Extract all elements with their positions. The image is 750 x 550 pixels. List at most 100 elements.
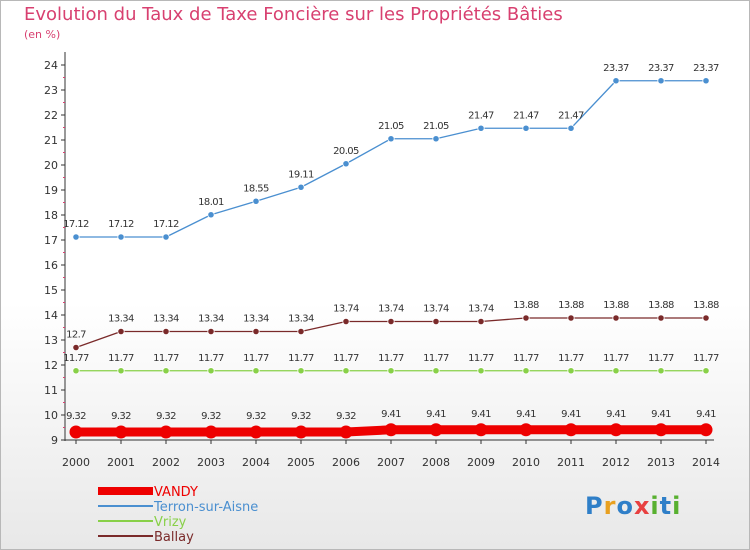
data-label: 11.77	[468, 353, 494, 364]
data-label: 9.41	[651, 409, 671, 420]
data-label: 11.77	[108, 353, 134, 364]
y-tick-label: 13	[44, 334, 58, 347]
data-label: 21.47	[513, 110, 539, 121]
data-label: 11.77	[513, 353, 539, 364]
data-label: 23.37	[603, 63, 629, 74]
data-point	[657, 367, 665, 375]
data-label: 11.77	[378, 353, 404, 364]
x-tick-label: 2001	[107, 456, 135, 469]
data-point	[522, 314, 530, 322]
data-label: 11.77	[63, 353, 89, 364]
data-point	[342, 317, 350, 326]
data-label: 9.32	[246, 411, 266, 422]
y-tick-label: 18	[44, 209, 58, 222]
data-point	[387, 367, 395, 375]
y-tick-label: 22	[44, 109, 58, 122]
logo-letter: r	[603, 492, 617, 520]
data-point	[252, 367, 260, 375]
x-tick-label: 2000	[62, 456, 90, 469]
data-label: 18.01	[198, 197, 224, 208]
data-point	[72, 367, 80, 375]
data-label: 13.88	[558, 300, 584, 311]
y-tick-label: 17	[44, 234, 58, 247]
data-label: 11.77	[648, 353, 674, 364]
x-tick-label: 2009	[467, 456, 495, 469]
data-point	[432, 135, 440, 143]
data-label: 21.47	[468, 110, 494, 121]
data-label: 13.88	[513, 300, 539, 311]
data-label: 21.47	[558, 110, 584, 121]
data-label: 13.74	[423, 304, 449, 315]
data-label: 20.05	[333, 146, 359, 157]
data-point	[564, 423, 578, 437]
x-tick-label: 2003	[197, 456, 225, 469]
data-label: 9.32	[66, 411, 86, 422]
data-point	[384, 423, 398, 437]
x-tick-label: 2014	[692, 456, 720, 469]
x-tick-label: 2004	[242, 456, 270, 469]
y-tick-label: 20	[44, 159, 58, 172]
data-point	[297, 367, 305, 375]
data-label: 17.12	[153, 219, 179, 230]
data-point	[297, 327, 305, 336]
data-point	[117, 367, 125, 375]
data-point	[387, 317, 395, 326]
data-label: 17.12	[63, 219, 89, 230]
data-label: 13.88	[603, 300, 629, 311]
data-label: 13.34	[198, 314, 224, 325]
data-label: 21.05	[378, 121, 404, 132]
data-point	[207, 211, 215, 219]
data-label: 11.77	[198, 353, 224, 364]
data-point	[612, 77, 620, 85]
x-tick-label: 2008	[422, 456, 450, 469]
data-label: 9.41	[561, 409, 581, 420]
data-point	[162, 233, 170, 241]
y-tick-label: 16	[44, 259, 58, 272]
data-label: 13.74	[333, 304, 359, 315]
y-unit-label: (en %)	[24, 28, 61, 41]
data-label: 9.41	[426, 409, 446, 420]
data-point	[294, 425, 308, 439]
data-point	[207, 367, 215, 375]
logo-letter: t	[659, 492, 673, 520]
logo-letter: o	[616, 492, 634, 520]
x-tick-label: 2007	[377, 456, 405, 469]
data-point	[204, 425, 218, 439]
y-tick-label: 14	[44, 309, 58, 322]
data-label: 9.41	[696, 409, 716, 420]
data-label: 11.77	[243, 353, 269, 364]
x-tick-label: 2013	[647, 456, 675, 469]
data-label: 23.37	[648, 63, 674, 74]
data-point	[477, 317, 485, 326]
data-label: 13.34	[288, 314, 314, 325]
data-label: 9.41	[606, 409, 626, 420]
legend-label: VANDY	[154, 485, 198, 500]
proxiti-logo: Proxiti	[585, 492, 681, 520]
logo-letter: i	[650, 492, 660, 520]
y-tick-label: 11	[44, 384, 58, 397]
data-point	[612, 367, 620, 375]
x-tick-label: 2010	[512, 456, 540, 469]
data-point	[474, 423, 488, 437]
data-point	[477, 367, 485, 375]
data-point	[702, 367, 710, 375]
y-tick-label: 23	[44, 84, 58, 97]
data-point	[477, 124, 485, 132]
x-tick-label: 2006	[332, 456, 360, 469]
y-tick-label: 21	[44, 134, 58, 147]
data-label: 23.37	[693, 63, 719, 74]
data-point	[72, 343, 80, 352]
data-point	[657, 314, 665, 322]
data-label: 11.77	[558, 353, 584, 364]
data-point	[519, 423, 533, 437]
data-point	[654, 423, 668, 437]
series-line	[76, 80, 706, 238]
data-point	[252, 197, 260, 205]
data-point	[522, 124, 530, 132]
legend-label: Terron-sur-Aisne	[153, 500, 258, 515]
data-label: 9.32	[291, 411, 311, 422]
y-tick-label: 19	[44, 184, 58, 197]
data-point	[612, 314, 620, 322]
x-tick-label: 2011	[557, 456, 585, 469]
x-tick-label: 2005	[287, 456, 315, 469]
